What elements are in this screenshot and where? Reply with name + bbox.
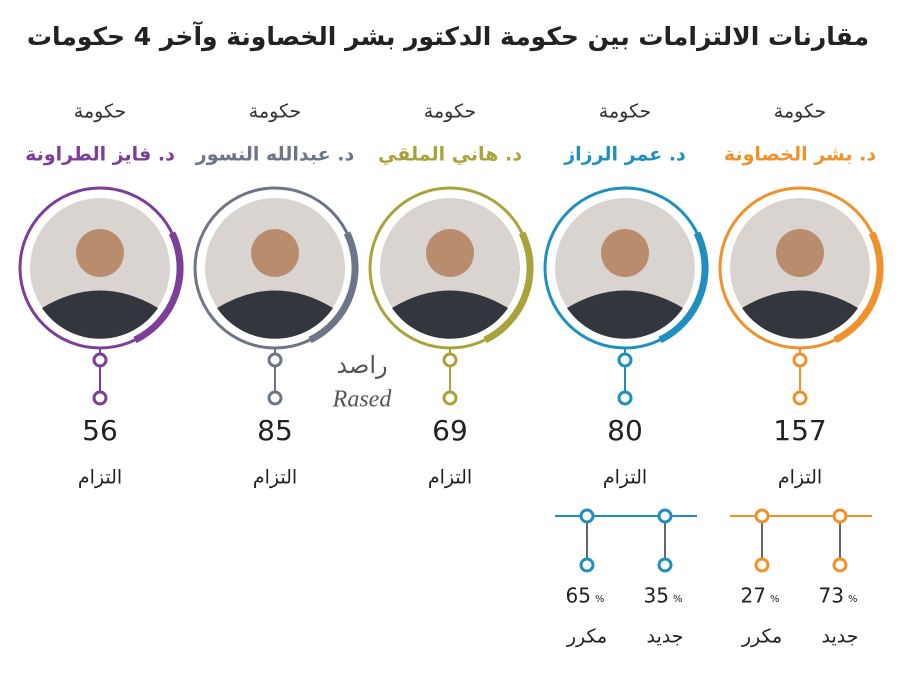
- breakdown-label: مكرر: [741, 626, 782, 648]
- connector-dot: [92, 390, 108, 406]
- government-label: حكومة: [74, 101, 126, 123]
- portrait-accent: [483, 231, 534, 344]
- portrait-accent: [833, 231, 884, 344]
- breakdown-dot: [832, 508, 848, 524]
- breakdown-dot: [579, 557, 595, 573]
- breakdown-label: جديد: [822, 626, 859, 648]
- government-name: د. بشر الخصاونة: [724, 144, 876, 166]
- portrait-accent: [308, 231, 359, 344]
- portrait-body: [42, 290, 158, 339]
- connector-dot: [617, 390, 633, 406]
- connector-dot: [267, 390, 283, 406]
- watermark-arabic: راصد: [336, 351, 387, 379]
- government-label: حكومة: [424, 101, 476, 123]
- connector-dot: [792, 390, 808, 406]
- connector-dot: [92, 352, 108, 368]
- portrait-body: [742, 290, 858, 339]
- government-name: د. هاني الملقي: [378, 144, 522, 166]
- portrait-body: [392, 290, 508, 339]
- connector-dot: [442, 352, 458, 368]
- breakdown-dot: [754, 557, 770, 573]
- commitment-count: 80: [607, 414, 643, 447]
- connector-dot: [442, 390, 458, 406]
- breakdown-label: مكرر: [566, 626, 607, 648]
- percent-sign: %: [595, 594, 605, 605]
- breakdown-dot: [754, 508, 770, 524]
- breakdown-dot: [657, 508, 673, 524]
- government-name: د. عبدالله النسور: [195, 144, 355, 166]
- commitment-unit: التزام: [778, 467, 822, 489]
- government-label: حكومة: [249, 101, 301, 123]
- commitment-count: 85: [257, 414, 293, 447]
- commitment-count: 69: [432, 414, 468, 447]
- government-name: د. فايز الطراونة: [25, 144, 175, 166]
- percent-sign: %: [770, 594, 780, 605]
- percent-sign: %: [848, 594, 858, 605]
- commitment-count: 56: [82, 414, 118, 447]
- breakdown-label: جديد: [647, 626, 684, 648]
- connector-dot: [792, 352, 808, 368]
- breakdown-percent: 73: [819, 584, 844, 608]
- breakdown-dot: [657, 557, 673, 573]
- commitment-unit: التزام: [253, 467, 297, 489]
- percent-sign: %: [673, 594, 683, 605]
- portrait-accent: [133, 231, 184, 344]
- portrait-head: [601, 229, 649, 277]
- breakdown-percent: 65: [566, 584, 591, 608]
- commitment-unit: التزام: [78, 467, 122, 489]
- commitment-count: 157: [773, 414, 826, 447]
- government-label: حكومة: [774, 101, 826, 123]
- watermark-latin: Rased: [332, 387, 393, 413]
- breakdown-percent: 27: [741, 584, 766, 608]
- breakdown-percent: 35: [644, 584, 669, 608]
- commitment-unit: التزام: [603, 467, 647, 489]
- portrait-body: [567, 290, 683, 339]
- connector-dot: [267, 352, 283, 368]
- portrait-head: [776, 229, 824, 277]
- connector-dot: [617, 352, 633, 368]
- portrait-head: [426, 229, 474, 277]
- government-label: حكومة: [599, 101, 651, 123]
- government-name: د. عمر الرزاز: [563, 144, 686, 166]
- portrait-head: [76, 229, 124, 277]
- breakdown-dot: [579, 508, 595, 524]
- portrait-accent: [658, 231, 709, 344]
- portrait-body: [217, 290, 333, 339]
- title: مقارنات الالتزامات بين حكومة الدكتور بشر…: [27, 21, 869, 52]
- commitment-unit: التزام: [428, 467, 472, 489]
- breakdown-dot: [832, 557, 848, 573]
- portrait-head: [251, 229, 299, 277]
